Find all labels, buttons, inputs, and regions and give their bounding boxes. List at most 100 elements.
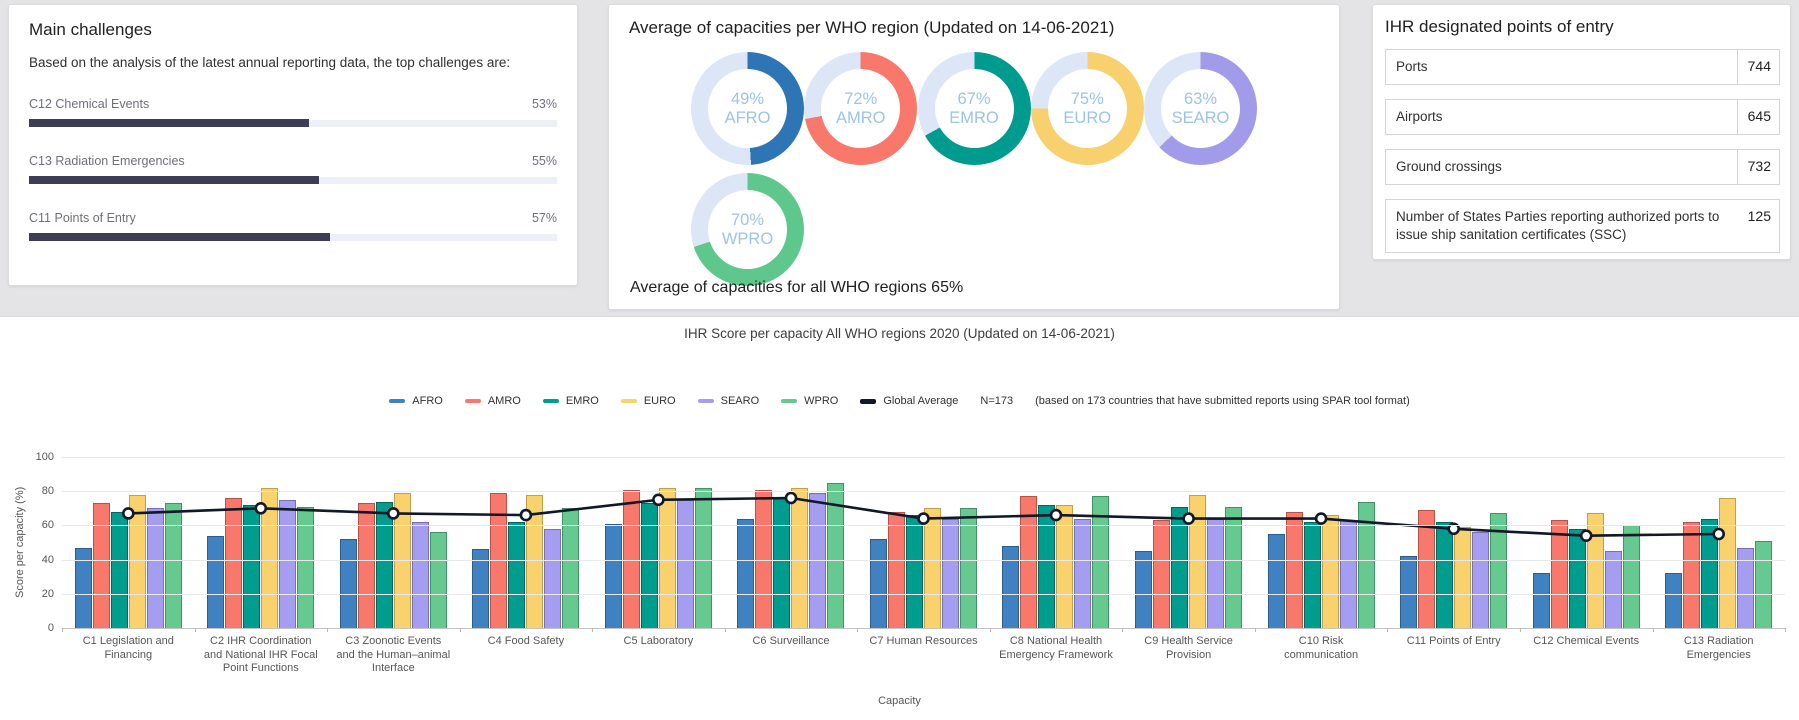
bar-emro[interactable] [1436, 522, 1454, 628]
main-challenges-subtitle: Based on the analysis of the latest annu… [29, 55, 511, 70]
legend-item-euro[interactable]: EURO [620, 395, 676, 407]
bar-emro[interactable] [110, 511, 128, 628]
legend-item-wpro[interactable]: WPRO [781, 395, 838, 407]
global-average-marker[interactable] [784, 491, 798, 505]
donut-emro[interactable]: 67% EMRO [917, 52, 1031, 165]
bar-searo[interactable] [1604, 551, 1622, 628]
bar-emro[interactable] [1568, 528, 1586, 628]
donut-euro[interactable]: 75% EURO [1030, 52, 1144, 165]
bar-amro[interactable] [92, 503, 110, 628]
donut-center: 63% SEARO [1161, 69, 1240, 148]
bar-searo[interactable] [1074, 518, 1092, 628]
bar-afro[interactable] [1665, 573, 1683, 628]
donut-searo[interactable]: 63% SEARO [1144, 52, 1257, 165]
bar-wpro[interactable] [827, 482, 845, 628]
bar-euro[interactable] [1454, 527, 1472, 628]
bar-euro[interactable] [1586, 513, 1604, 628]
bar-wpro[interactable] [1357, 501, 1375, 628]
bar-emro[interactable] [905, 515, 923, 628]
global-average-marker[interactable] [1314, 512, 1328, 525]
bar-amro[interactable] [225, 498, 243, 628]
bar-euro[interactable] [791, 487, 809, 628]
global-average-marker[interactable] [1712, 527, 1725, 541]
bar-amro[interactable] [1418, 510, 1436, 628]
bar-wpro[interactable] [1092, 496, 1110, 628]
bar-euro[interactable] [1321, 515, 1339, 628]
global-average-marker[interactable] [1182, 512, 1195, 525]
legend-item-amro[interactable]: AMRO [464, 395, 521, 407]
bar-emro[interactable] [508, 522, 526, 628]
legend-item-searo[interactable]: SEARO [697, 395, 759, 407]
bar-afro[interactable] [1267, 534, 1285, 628]
global-average-marker[interactable] [519, 508, 533, 522]
challenge-bar-fill[interactable] [29, 176, 320, 184]
bar-amro[interactable] [887, 511, 905, 628]
bar-amro[interactable] [755, 489, 773, 628]
bar-afro[interactable] [472, 549, 490, 628]
bar-amro[interactable] [1153, 520, 1171, 628]
bar-searo[interactable] [146, 508, 164, 628]
points-of-entry-panel: IHR designated points of entry Ports 744 A… [1372, 4, 1791, 260]
bar-searo[interactable] [279, 499, 297, 628]
bar-emro[interactable] [640, 503, 658, 628]
bar-euro[interactable] [923, 508, 941, 628]
global-average-marker[interactable] [1579, 529, 1593, 542]
bar-afro[interactable] [869, 539, 887, 628]
bar-emro[interactable] [375, 501, 393, 628]
bar-afro[interactable] [1002, 545, 1020, 628]
bar-emro[interactable] [1303, 522, 1321, 628]
challenge-bar-fill[interactable] [29, 233, 330, 241]
bar-amro[interactable] [622, 489, 640, 628]
bar-wpro[interactable] [1755, 540, 1773, 628]
legend-item-afro[interactable]: AFRO [389, 395, 443, 407]
bar-afro[interactable] [737, 518, 755, 628]
bar-wpro[interactable] [1225, 506, 1243, 628]
bar-amro[interactable] [1683, 522, 1701, 628]
bar-euro[interactable] [261, 487, 279, 628]
poe-row-label: Ports [1396, 59, 1428, 74]
bar-afro[interactable] [1532, 573, 1550, 628]
global-average-marker[interactable] [917, 512, 930, 525]
bar-searo[interactable] [1472, 532, 1490, 628]
donut-wpro[interactable]: 70% WPRO [691, 173, 804, 286]
bar-afro[interactable] [1400, 556, 1418, 628]
global-average-marker[interactable] [652, 493, 665, 507]
bar-wpro[interactable] [1490, 513, 1508, 628]
bar-emro[interactable] [1038, 504, 1056, 628]
donut-afro[interactable]: 49% AFRO [691, 52, 804, 165]
legend-item-emro[interactable]: EMRO [542, 395, 599, 407]
bar-searo[interactable] [1737, 547, 1755, 628]
bar-amro[interactable] [1020, 496, 1038, 628]
legend-item-global-average[interactable]: Global Average [860, 395, 958, 407]
bar-afro[interactable] [604, 523, 622, 628]
global-average-marker[interactable] [386, 507, 400, 520]
plot-area [62, 457, 1786, 632]
global-average-marker[interactable] [254, 501, 268, 515]
bar-emro[interactable] [1171, 506, 1189, 628]
bar-amro[interactable] [1285, 511, 1303, 628]
x-axis-tick [1122, 628, 1124, 632]
bar-afro[interactable] [1135, 551, 1153, 628]
bar-amro[interactable] [357, 503, 375, 628]
bar-wpro[interactable] [694, 487, 712, 628]
bar-emro[interactable] [1701, 518, 1719, 628]
bar-euro[interactable] [1056, 504, 1074, 628]
bar-afro[interactable] [207, 535, 225, 628]
bar-afro[interactable] [339, 539, 357, 628]
donut-amro[interactable]: 72% AMRO [804, 52, 918, 165]
bar-amro[interactable] [1550, 520, 1568, 628]
challenge-bar-fill[interactable] [29, 119, 309, 127]
legend-swatch [781, 399, 798, 403]
bar-searo[interactable] [411, 522, 429, 628]
x-axis-tick [1785, 628, 1786, 632]
global-average-marker[interactable] [1049, 508, 1063, 522]
bar-wpro[interactable] [429, 532, 447, 628]
global-average-marker[interactable] [122, 507, 135, 520]
bar-euro[interactable] [658, 487, 676, 628]
bar-searo[interactable] [544, 528, 562, 628]
bar-wpro[interactable] [164, 503, 182, 628]
bar-wpro[interactable] [959, 508, 977, 628]
bar-emro[interactable] [243, 504, 261, 628]
bar-afro[interactable] [74, 547, 92, 628]
bar-wpro[interactable] [297, 506, 315, 628]
